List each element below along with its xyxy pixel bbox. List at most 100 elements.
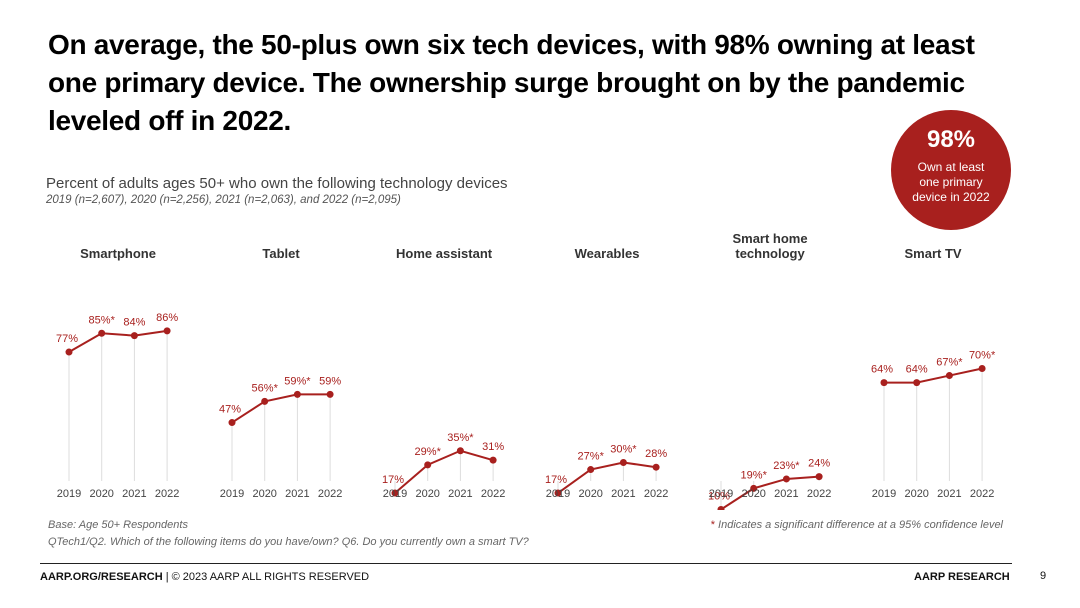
- home-assistant-label-2019: 17%: [382, 474, 404, 486]
- badge-text: Own at least one primary device in 2022: [912, 160, 990, 204]
- tablet-label-2020: 56%*: [252, 382, 279, 394]
- tablet-point-2019: [228, 419, 236, 427]
- smart-tv-point-2022: [978, 365, 986, 372]
- tablet-point-2020: [261, 397, 269, 405]
- base-note: Base: Age 50+ Respondents: [48, 519, 188, 531]
- smart-tv-title: Smart TV: [905, 246, 962, 261]
- home-assistant-point-2022: [489, 456, 497, 464]
- smart-home-technology-tick-2022: 2022: [807, 488, 831, 500]
- wearables-label-2019: 17%: [545, 474, 567, 486]
- tablet-tick-2022: 2022: [318, 488, 342, 500]
- wearables-title: Wearables: [575, 246, 640, 261]
- significance-text: Indicates a significant difference at a …: [718, 519, 1003, 531]
- ownership-badge: 98% Own at least one primary device in 2…: [891, 110, 1011, 230]
- smart-home-technology-point-2020: [750, 484, 758, 492]
- wearables-label-2022: 28%: [645, 448, 667, 460]
- home-assistant-label-2020: 29%*: [415, 446, 442, 458]
- smartphone-label-2022: 86%: [156, 312, 178, 324]
- home-assistant-tick-2022: 2022: [481, 488, 505, 500]
- smart-tv-tick-2019: 2019: [872, 488, 896, 500]
- footer-brand: AARP RESEARCH: [914, 571, 1010, 583]
- tablet-label-2019: 47%: [219, 404, 241, 416]
- footer-site-link[interactable]: AARP.ORG/RESEARCH: [40, 571, 163, 583]
- wearables-tick-2020: 2020: [578, 488, 602, 500]
- smart-tv-label-2021: 67%*: [936, 357, 963, 369]
- wearables-point-2021: [619, 459, 627, 466]
- smart-home-technology-point-2022: [815, 473, 823, 481]
- smart-tv-label-2019: 64%: [871, 364, 893, 376]
- tablet-tick-2019: 2019: [220, 488, 244, 500]
- significance-star: *: [710, 519, 715, 531]
- wearables-tick-2019: 2019: [546, 488, 570, 500]
- smart-home-technology-label-2020: 19%*: [741, 469, 768, 481]
- smartphone-tick-2022: 2022: [155, 488, 179, 500]
- tablet-label-2021: 59%*: [284, 375, 311, 387]
- smartphone-point-2020: [98, 329, 106, 337]
- wearables-tick-2021: 2021: [611, 488, 635, 500]
- tablet-label-2022: 59%: [319, 375, 341, 387]
- smartphone-point-2021: [130, 332, 138, 340]
- smart-home-technology-tick-2020: 2020: [741, 488, 765, 500]
- smart-tv-tick-2022: 2022: [970, 488, 994, 500]
- footer-rule: [40, 563, 1012, 564]
- chart-subtitle: Percent of adults ages 50+ who own the f…: [46, 175, 508, 192]
- smartphone-label-2020: 85%*: [89, 314, 116, 326]
- smart-home-technology-point-2021: [782, 475, 790, 483]
- home-assistant-point-2021: [456, 447, 464, 455]
- smartphone-title: Smartphone: [80, 246, 156, 261]
- wearables-label-2021: 30%*: [610, 444, 637, 456]
- smart-home-technology-label-2019: 10%: [708, 491, 730, 503]
- home-assistant-point-2020: [424, 461, 432, 469]
- smartphone-tick-2021: 2021: [122, 488, 146, 500]
- smart-tv-label-2020: 64%: [906, 364, 928, 376]
- smart-tv-series-line: [884, 367, 983, 384]
- small-multiples-line-charts: Smartphone 77% 2019 85%* 2020 84% 2021 86% 2022 T…: [56, 231, 996, 510]
- tablet-tick-2020: 2020: [252, 488, 276, 500]
- home-assistant-series-line: [394, 449, 494, 494]
- wearables-point-2022: [652, 463, 660, 471]
- tablet-tick-2021: 2021: [285, 488, 309, 500]
- wearables-point-2019: [554, 489, 562, 497]
- smartphone-label-2019: 77%: [56, 333, 78, 345]
- smartphone-tick-2019: 2019: [57, 488, 81, 500]
- home-assistant-tick-2020: 2020: [415, 488, 439, 500]
- tablet-series-line: [231, 393, 331, 424]
- tablet-point-2021: [293, 390, 301, 398]
- wearables-point-2020: [587, 466, 595, 474]
- wearables-label-2020: 27%*: [578, 451, 605, 463]
- wearables-series-line: [557, 461, 657, 494]
- sample-sizes: 2019 (n=2,607), 2020 (n=2,256), 2021 (n=…: [46, 194, 401, 206]
- smart-home-technology-tick-2021: 2021: [774, 488, 798, 500]
- home-assistant-label-2022: 31%: [482, 441, 504, 453]
- home-assistant-point-2019: [391, 489, 399, 497]
- home-assistant-tick-2021: 2021: [448, 488, 472, 500]
- tablet-title: Tablet: [262, 246, 300, 261]
- smart-home-technology-series-line: [720, 475, 820, 510]
- footer-site[interactable]: AARP.ORG/RESEARCH | © 2023 AARP ALL RIGH…: [40, 571, 369, 583]
- smart-home-technology-label-2021: 23%*: [773, 460, 800, 472]
- question-note: QTech1/Q2. Which of the following items …: [48, 536, 529, 548]
- smart-tv-tick-2020: 2020: [904, 488, 928, 500]
- smart-home-technology-title: Smart home technology: [732, 231, 807, 261]
- smart-home-technology-point-2019: [717, 506, 725, 510]
- smart-tv-label-2022: 70%*: [969, 350, 996, 362]
- home-assistant-tick-2019: 2019: [383, 488, 407, 500]
- smart-tv-point-2019: [880, 379, 888, 387]
- headline: On average, the 50-plus own six tech dev…: [48, 29, 975, 136]
- smart-tv-point-2020: [913, 379, 921, 387]
- home-assistant-title: Home assistant: [396, 246, 493, 261]
- smartphone-tick-2020: 2020: [89, 488, 113, 500]
- footer-copyright: | © 2023 AARP ALL RIGHTS RESERVED: [162, 571, 370, 583]
- smart-home-technology-tick-2019: 2019: [709, 488, 733, 500]
- smartphone-point-2022: [163, 327, 171, 335]
- smartphone-point-2019: [65, 348, 73, 356]
- tablet-point-2022: [326, 390, 334, 398]
- wearables-tick-2022: 2022: [644, 488, 668, 500]
- smart-tv-tick-2021: 2021: [937, 488, 961, 500]
- home-assistant-label-2021: 35%*: [447, 432, 474, 444]
- smartphone-label-2021: 84%: [123, 317, 145, 329]
- smartphone-series-line: [68, 329, 168, 353]
- significance-note: * Indicates a significant difference at …: [711, 519, 1003, 531]
- smart-tv-point-2021: [945, 372, 953, 380]
- badge-value: 98%: [926, 126, 976, 153]
